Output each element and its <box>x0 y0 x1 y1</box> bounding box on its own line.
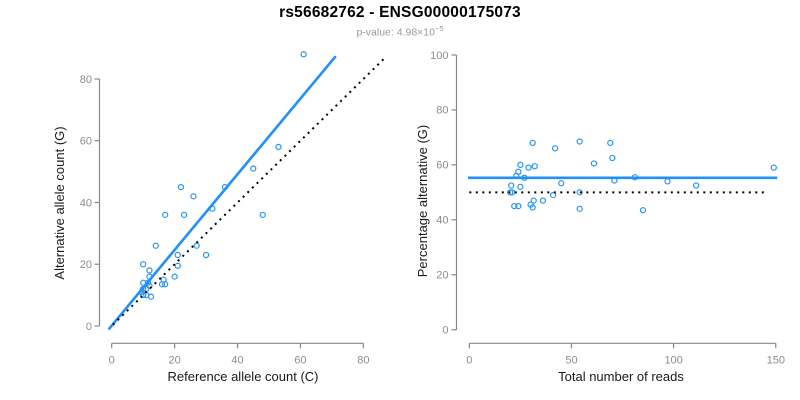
data-point <box>609 154 616 162</box>
page-title: rs56682762 - ENSG00000175073 <box>279 4 521 21</box>
data-point <box>152 242 159 249</box>
right-chart-percentage-reads: Total number of reads Percentage alterna… <box>415 50 785 384</box>
data-point <box>511 202 518 210</box>
y-tick-label: 40 <box>436 215 448 227</box>
pvalue-subtitle: p-value: 4.98×10−5 <box>0 24 800 39</box>
x-axis <box>468 342 777 349</box>
data-point <box>146 282 153 289</box>
y-tick-label: 20 <box>80 259 92 271</box>
data-point <box>140 261 147 268</box>
y-tick-label: 80 <box>80 74 92 86</box>
data-point <box>508 182 515 189</box>
y-tick-label: 0 <box>86 321 92 333</box>
y-tick-label: 100 <box>430 50 448 62</box>
data-point <box>146 267 153 274</box>
x-tick-label: 80 <box>357 355 369 367</box>
x-tick-label: 40 <box>231 355 243 367</box>
data-point <box>177 183 185 191</box>
data-point <box>174 251 181 259</box>
y-tick-label: 0 <box>442 325 448 337</box>
y-axis <box>94 78 101 327</box>
y-tick-label: 60 <box>80 136 92 148</box>
data-point <box>180 211 188 218</box>
data-point <box>607 139 614 147</box>
y-axis <box>451 54 458 331</box>
data-point <box>190 193 197 200</box>
data-point <box>576 189 583 196</box>
data-point <box>530 197 537 204</box>
data-point <box>275 143 282 151</box>
y-tick-label: 60 <box>436 160 448 172</box>
data-point <box>162 211 169 218</box>
data-point <box>515 202 522 210</box>
left-chart-allele-counts: Reference allele count (C) Alternative a… <box>52 51 388 384</box>
data-point <box>529 139 536 147</box>
data-point <box>174 262 181 269</box>
data-point <box>525 164 532 171</box>
data-point <box>551 145 559 152</box>
data-point <box>558 180 565 187</box>
right-x-axis-title: Total number of reads <box>558 369 684 384</box>
data-points <box>138 51 307 300</box>
data-point <box>259 211 266 218</box>
data-point <box>529 204 536 211</box>
x-tick-label: 50 <box>565 355 577 367</box>
x-tick-label: 100 <box>664 355 682 367</box>
x-tick-label: 0 <box>466 355 472 367</box>
data-point <box>517 161 524 169</box>
x-tick-label: 60 <box>294 355 306 367</box>
data-point <box>171 273 178 280</box>
left-y-axis-title: Alternative allele count (G) <box>52 126 67 279</box>
data-point <box>590 160 598 167</box>
data-point <box>531 163 538 170</box>
data-point <box>539 197 546 204</box>
x-tick-label: 0 <box>109 355 115 367</box>
data-point <box>147 293 155 300</box>
data-point <box>250 165 257 172</box>
fit-line <box>107 55 337 331</box>
data-point <box>193 242 200 249</box>
data-point <box>576 138 583 145</box>
x-axis <box>111 342 364 349</box>
data-point <box>549 191 557 199</box>
data-point <box>507 189 514 196</box>
y-tick-label: 20 <box>436 270 448 282</box>
identity-line <box>112 55 388 326</box>
pvalue-text: p-value: 4.98×10 <box>356 26 435 39</box>
data-point <box>300 51 307 58</box>
data-point <box>140 292 147 299</box>
data-points <box>507 138 777 214</box>
left-x-axis-title: Reference allele count (C) <box>167 369 318 384</box>
data-point <box>692 182 700 189</box>
data-point <box>770 164 777 171</box>
pvalue-exponent: −5 <box>434 24 444 33</box>
data-point <box>664 178 671 185</box>
data-point <box>160 276 167 283</box>
data-point <box>639 207 647 214</box>
y-tick-label: 40 <box>80 197 92 209</box>
y-tick-label: 80 <box>436 105 448 117</box>
data-point <box>202 251 210 259</box>
data-point <box>576 205 583 212</box>
x-tick-label: 150 <box>767 355 785 367</box>
data-point <box>517 183 524 190</box>
right-y-axis-title: Percentage alternative (G) <box>415 125 430 277</box>
x-tick-label: 20 <box>168 355 180 367</box>
